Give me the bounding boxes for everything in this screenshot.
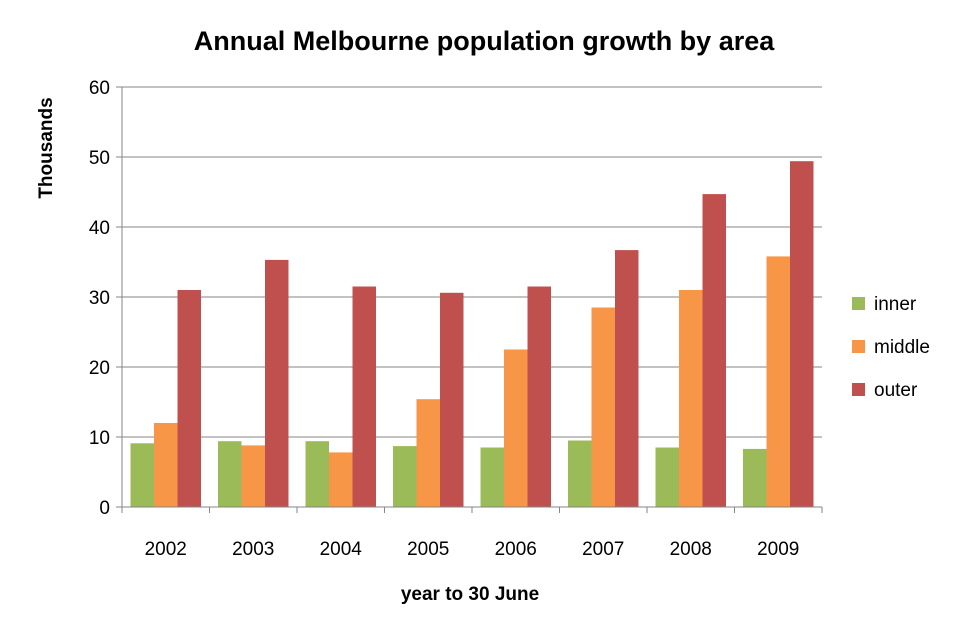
bars <box>130 161 814 507</box>
bar-middle-2009 <box>766 256 790 507</box>
bar-outer-2009 <box>790 161 814 507</box>
x-tick-label: 2009 <box>757 539 799 560</box>
bar-inner-2007 <box>568 440 592 507</box>
x-tick-label: 2003 <box>232 539 274 560</box>
bar-inner-2002 <box>130 443 154 507</box>
bar-middle-2008 <box>679 290 703 507</box>
legend-swatch-inner <box>852 297 865 310</box>
y-tick-label: 50 <box>89 148 110 169</box>
legend-label-middle: middle <box>874 337 930 358</box>
bar-outer-2008 <box>702 194 726 507</box>
bar-middle-2004 <box>329 452 353 507</box>
bar-middle-2003 <box>241 445 265 507</box>
bar-outer-2004 <box>352 286 376 507</box>
bar-outer-2003 <box>265 259 289 507</box>
bar-outer-2002 <box>177 290 201 507</box>
bar-inner-2008 <box>655 447 679 507</box>
bar-middle-2007 <box>591 307 615 507</box>
legend-swatch-outer <box>852 383 865 396</box>
axes <box>116 86 823 513</box>
y-tick-label: 0 <box>99 498 110 519</box>
y-tick-label: 60 <box>89 78 110 99</box>
legend-swatch-middle <box>852 340 865 353</box>
legend: inner middle outer <box>852 294 930 401</box>
x-tick-labels: 2002 2003 2004 2005 2006 2007 2008 2009 <box>145 539 800 560</box>
x-tick-label: 2006 <box>495 539 537 560</box>
x-tick-label: 2005 <box>407 539 449 560</box>
bar-inner-2004 <box>305 441 329 507</box>
bar-middle-2006 <box>504 349 528 507</box>
bar-inner-2005 <box>393 446 417 507</box>
chart-title: Annual Melbourne population growth by ar… <box>194 26 775 56</box>
x-tick-label: 2007 <box>582 539 624 560</box>
y-tick-labels: 0 10 20 30 40 50 60 <box>89 78 110 519</box>
legend-label-inner: inner <box>874 294 917 315</box>
y-tick-label: 40 <box>89 218 110 239</box>
x-tick-label: 2008 <box>670 539 712 560</box>
bar-inner-2003 <box>218 441 242 507</box>
bar-outer-2005 <box>440 292 464 507</box>
y-tick-label: 10 <box>89 428 110 449</box>
x-tick-label: 2004 <box>320 539 363 560</box>
bar-inner-2009 <box>743 448 767 507</box>
y-tick-label: 30 <box>89 288 110 309</box>
x-axis-title: year to 30 June <box>401 584 539 605</box>
bar-middle-2005 <box>416 399 440 507</box>
y-tick-label: 20 <box>89 358 110 379</box>
y-axis-title: Thousands <box>36 97 57 198</box>
legend-label-outer: outer <box>874 380 918 401</box>
x-tick-label: 2002 <box>145 539 187 560</box>
bar-outer-2006 <box>527 286 551 507</box>
bar-middle-2002 <box>154 423 178 507</box>
bar-outer-2007 <box>615 250 639 507</box>
bar-inner-2006 <box>480 447 504 507</box>
